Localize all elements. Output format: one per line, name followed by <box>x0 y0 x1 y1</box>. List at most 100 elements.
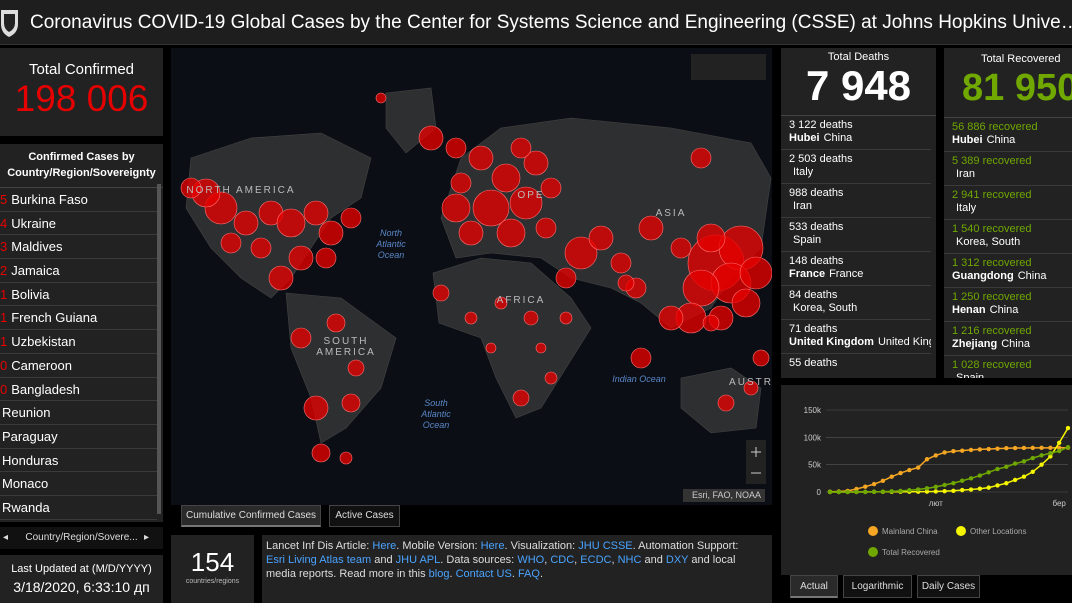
data-point <box>960 448 965 453</box>
map-tools <box>691 54 766 80</box>
list-row[interactable]: 148 deaths France France <box>781 252 931 286</box>
recovered-panel: Total Recovered 81 950 56 886 recovered H… <box>944 48 1072 378</box>
row-name: Cameroon <box>11 357 72 373</box>
list-row[interactable]: 1 French Guiana <box>0 306 157 331</box>
data-point <box>1056 440 1062 445</box>
countries-value: 154 <box>190 547 235 577</box>
list-row[interactable]: 3 Maldives <box>0 235 157 260</box>
case-bubble <box>441 193 471 223</box>
y-tick-label: 0 <box>817 488 822 497</box>
map-tab[interactable]: Active Cases <box>329 505 400 527</box>
row-count: 2 941 recovered <box>952 189 1032 201</box>
list-row[interactable]: 988 deaths Iran <box>781 184 931 218</box>
link[interactable]: Here <box>480 540 505 552</box>
case-bubble <box>682 269 720 307</box>
data-point <box>986 446 991 452</box>
chart-tab[interactable]: Actual <box>790 575 838 598</box>
link[interactable]: WHO <box>517 554 545 566</box>
row-name: Rwanda <box>2 499 50 515</box>
text: . Data sources: <box>440 554 518 566</box>
row-count: 1 250 recovered <box>952 291 1032 303</box>
list-row[interactable]: 1 540 recovered Korea, South <box>944 220 1072 254</box>
row-country: China <box>823 132 853 144</box>
row-region: Hubei <box>789 132 820 144</box>
list-row[interactable]: 1 Uzbekistan <box>0 330 157 354</box>
data-point <box>898 488 903 494</box>
list-row[interactable]: Rwanda <box>0 496 157 520</box>
link[interactable]: DXY <box>665 554 689 566</box>
case-bubble <box>702 314 720 332</box>
list-row[interactable]: 84 deaths Korea, South <box>781 286 931 320</box>
data-point <box>1056 445 1062 450</box>
list-row[interactable]: 0 Cameroon <box>0 354 157 378</box>
list-row[interactable]: 4 Ukraine <box>0 212 157 236</box>
data-point <box>863 489 868 495</box>
link[interactable]: FAQ <box>517 568 540 580</box>
list-row[interactable]: Reunion <box>0 401 157 425</box>
list-row[interactable]: 1 216 recovered Zhejiang China <box>944 322 1072 356</box>
list-row[interactable]: 1 Bolivia <box>0 283 157 307</box>
link[interactable]: JHU APL <box>395 554 441 566</box>
row-country: China <box>1017 270 1047 282</box>
list-row[interactable]: 56 886 recovered Hubei China <box>944 118 1072 152</box>
case-bubble <box>303 395 329 421</box>
confirmed-value: 198 006 <box>14 78 149 119</box>
row-count: 84 deaths <box>789 289 838 301</box>
list-row[interactable]: 2 503 deaths Italy <box>781 150 931 184</box>
legend-swatch <box>956 526 966 536</box>
chart-tab[interactable]: Daily Cases <box>917 575 980 598</box>
list-row[interactable]: 3 122 deaths Hubei China <box>781 116 931 150</box>
row-country: France <box>829 268 864 280</box>
text: , <box>611 554 618 566</box>
data-point <box>1021 459 1027 464</box>
attribution: Esri, FAO, NOAA <box>692 490 761 500</box>
list-row[interactable]: 1 312 recovered Guangdong China <box>944 254 1072 288</box>
row-place: Hubei China <box>952 134 1064 147</box>
list-row[interactable]: Honduras <box>0 449 157 473</box>
case-bubble <box>564 236 598 270</box>
list-row[interactable]: Monaco <box>0 472 157 496</box>
link[interactable]: Here <box>372 540 397 552</box>
case-bubble <box>743 380 759 396</box>
case-bubble <box>535 342 547 354</box>
map-tab[interactable]: Cumulative Confirmed Cases <box>181 505 321 527</box>
chart-panel: 0 50k 100k 150k лют бер Mainland China Other Lo… <box>781 385 1072 575</box>
link[interactable]: Esri Living Atlas team <box>266 554 372 566</box>
data-point <box>1012 445 1018 451</box>
data-point <box>1065 444 1071 450</box>
list-row[interactable]: 1 028 recovered Spain <box>944 356 1072 378</box>
list-row[interactable]: 0 Bangladesh <box>0 378 157 402</box>
list-tab[interactable]: ◂ Country/Region/Sovere... ▸ <box>0 527 163 549</box>
case-bubble <box>588 225 614 251</box>
case-bubble <box>268 265 294 291</box>
link[interactable]: CDC <box>550 554 575 566</box>
list-row[interactable]: 2 941 recovered Italy <box>944 186 1072 220</box>
zoom[interactable] <box>746 440 766 484</box>
link[interactable]: JHU CSSE <box>578 540 633 552</box>
list-row[interactable]: 2 Jamaica <box>0 259 157 283</box>
list-row[interactable]: 5 Burkina Faso <box>0 188 157 212</box>
data-point <box>968 447 974 453</box>
row-place: Henan China <box>952 304 1064 317</box>
text: . Automation Support: <box>632 540 739 552</box>
case-bubble <box>418 125 444 151</box>
row-count: 1 <box>0 286 8 302</box>
row-name: French Guiana <box>11 310 98 326</box>
link[interactable]: ECDC <box>580 554 612 566</box>
map-label: NORTH AMERICA <box>186 185 295 196</box>
list-row[interactable]: Paraguay <box>0 425 157 449</box>
list-row[interactable]: 1 250 recovered Henan China <box>944 288 1072 322</box>
list-row[interactable]: 5 389 recovered Iran <box>944 152 1072 186</box>
list-row[interactable]: 55 deaths <box>781 354 931 378</box>
link[interactable]: blog <box>428 568 450 580</box>
link[interactable]: Contact US <box>455 568 512 580</box>
data-point <box>1048 454 1053 459</box>
list-row[interactable]: 533 deaths Spain <box>781 218 931 252</box>
text: . <box>539 568 544 580</box>
chart-tab[interactable]: Logarithmic <box>843 575 912 598</box>
text: . <box>511 568 518 580</box>
row-count: 0 <box>0 381 8 397</box>
link[interactable]: NHC <box>617 554 642 566</box>
legend-swatch <box>868 547 878 557</box>
